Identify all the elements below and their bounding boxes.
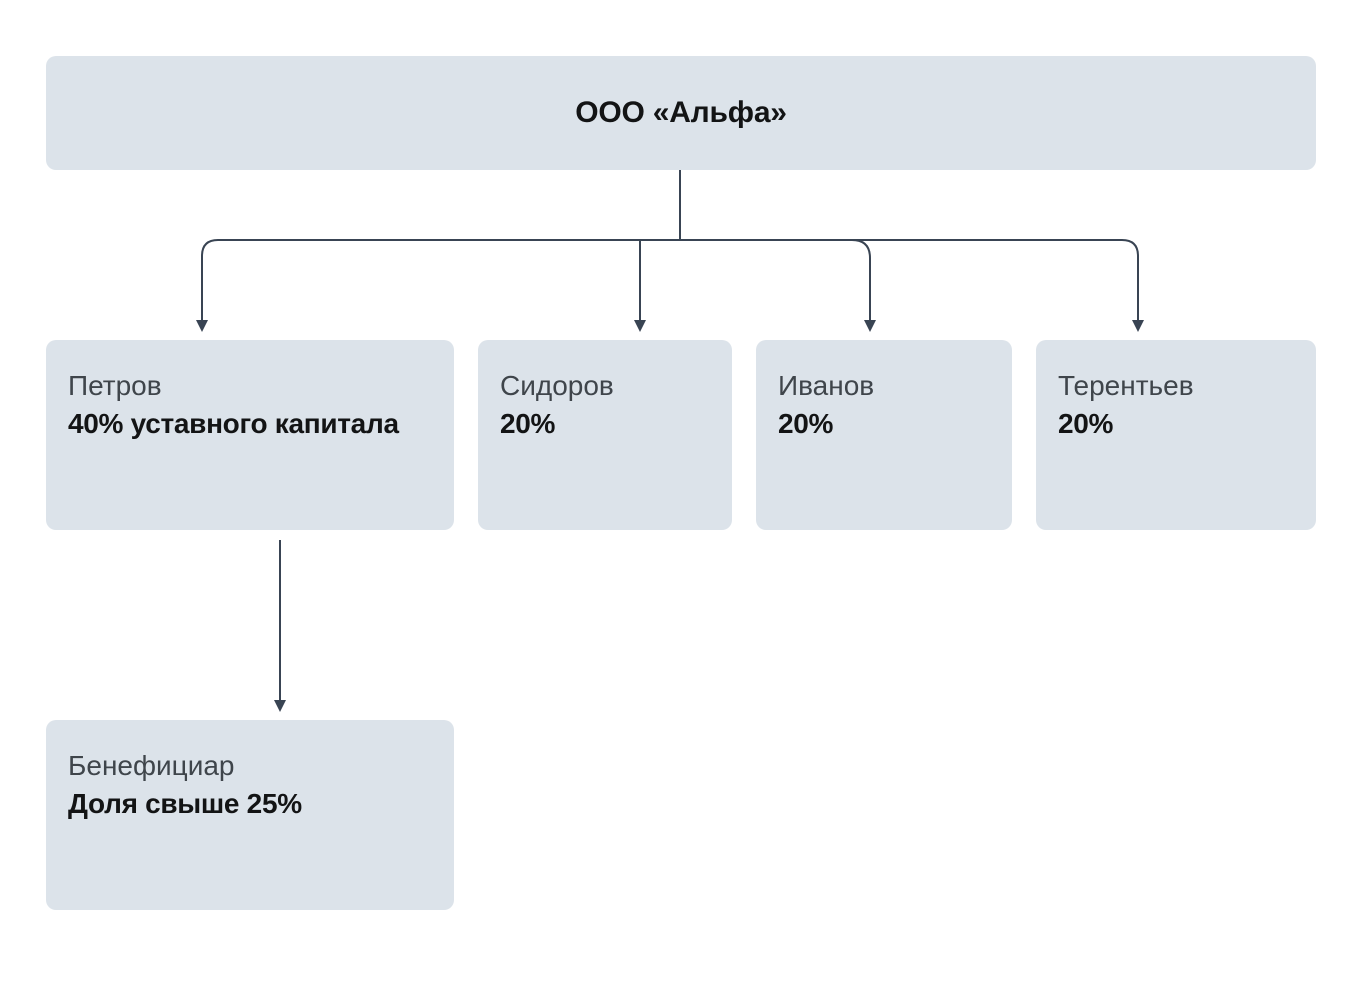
node-name: Терентьев (1058, 368, 1294, 403)
root-node: ООО «Альфа» (46, 56, 1316, 170)
node-value: 20% (1058, 405, 1294, 443)
node-name: Бенефициар (68, 748, 432, 783)
diagram-canvas: ООО «Альфа» Петров 40% уставного капитал… (0, 0, 1360, 1006)
node-name: Иванов (778, 368, 990, 403)
node-value: 20% (500, 405, 710, 443)
node-name: Петров (68, 368, 432, 403)
node-terentyev: Терентьев 20% (1036, 340, 1316, 530)
node-value: 40% уставного капитала (68, 405, 432, 443)
node-ivanov: Иванов 20% (756, 340, 1012, 530)
root-label: ООО «Альфа» (575, 96, 787, 130)
node-value: Доля свыше 25% (68, 785, 432, 823)
node-petrov: Петров 40% уставного капитала (46, 340, 454, 530)
node-name: Сидоров (500, 368, 710, 403)
node-beneficiary: Бенефициар Доля свыше 25% (46, 720, 454, 910)
node-sidorov: Сидоров 20% (478, 340, 732, 530)
node-value: 20% (778, 405, 990, 443)
